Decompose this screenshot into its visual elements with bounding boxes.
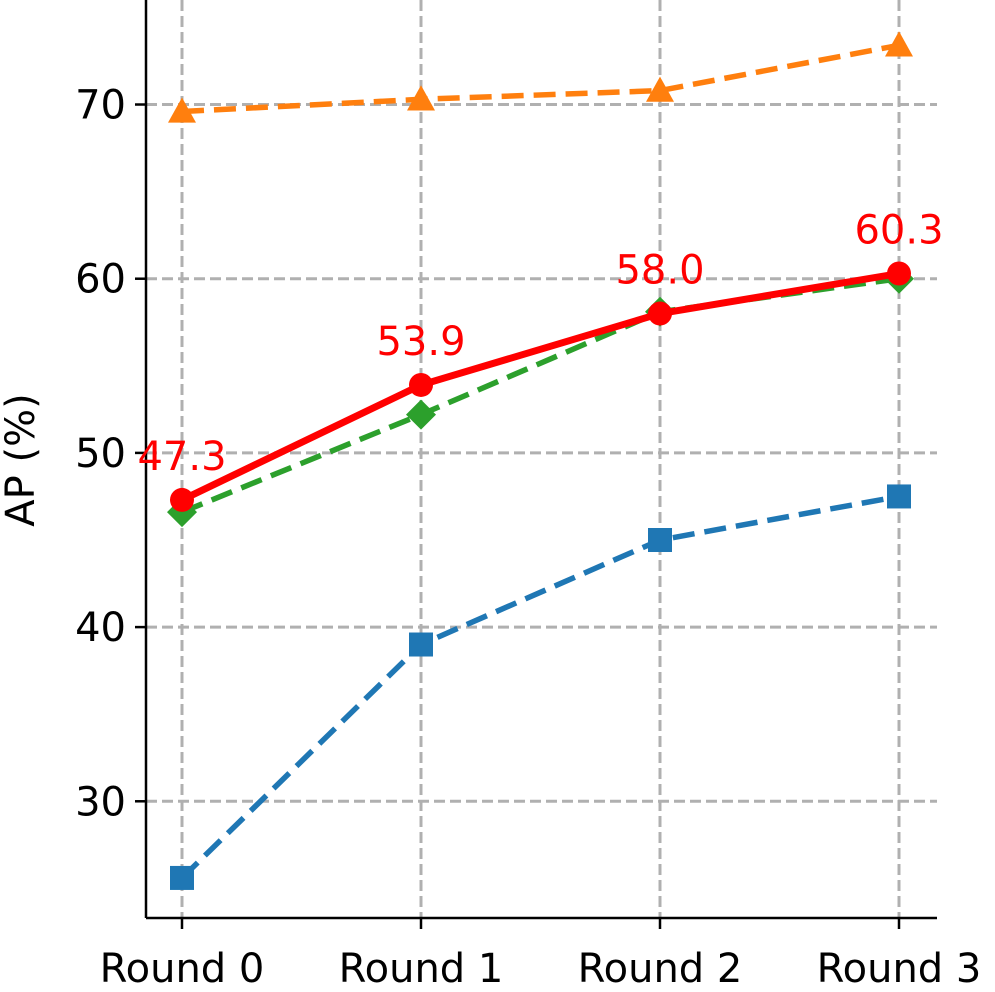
series-1 bbox=[167, 263, 914, 528]
y-tick-label: 50 bbox=[75, 431, 126, 477]
y-tick-label: 70 bbox=[75, 83, 126, 129]
series-line bbox=[180, 270, 900, 504]
labels-layer: 47.3 53.9 58.0 60.3 bbox=[137, 207, 943, 479]
square-marker bbox=[170, 865, 194, 890]
x-tick-label: Round 2 bbox=[578, 946, 743, 992]
circle-marker bbox=[887, 261, 911, 286]
series-line bbox=[181, 42, 900, 115]
y-tick-label: 40 bbox=[75, 605, 126, 651]
square-marker bbox=[409, 632, 433, 657]
series-3 bbox=[170, 261, 911, 512]
diamond-marker bbox=[406, 399, 436, 430]
y-tick-label: 30 bbox=[75, 779, 126, 825]
series-line bbox=[180, 275, 900, 515]
data-label: 58.0 bbox=[615, 248, 704, 294]
y-tick-label: 60 bbox=[75, 257, 126, 303]
x-tick-label: Round 3 bbox=[817, 946, 982, 992]
triangle-marker bbox=[407, 85, 435, 111]
data-label: 47.3 bbox=[137, 434, 226, 480]
data-label: 53.9 bbox=[376, 319, 465, 365]
circle-marker bbox=[648, 301, 672, 326]
series-line bbox=[180, 493, 900, 880]
triangle-marker bbox=[885, 31, 913, 57]
triangle-marker bbox=[168, 97, 196, 123]
circle-marker bbox=[170, 487, 194, 512]
series-0 bbox=[168, 31, 913, 123]
square-marker bbox=[887, 484, 911, 509]
triangle-marker bbox=[646, 76, 674, 102]
square-marker bbox=[648, 528, 672, 552]
y-axis-label: AP (%) bbox=[0, 393, 44, 526]
circle-marker bbox=[409, 372, 433, 397]
x-tick-label: Round 1 bbox=[339, 946, 504, 992]
data-label: 60.3 bbox=[854, 207, 943, 253]
x-tick-label: Round 0 bbox=[100, 946, 265, 992]
series-layer bbox=[167, 31, 914, 890]
axes: Round 0 Round 1 Round 2 Round 3 30 40 50 60 70 bbox=[75, 0, 981, 992]
series-2 bbox=[170, 484, 911, 890]
